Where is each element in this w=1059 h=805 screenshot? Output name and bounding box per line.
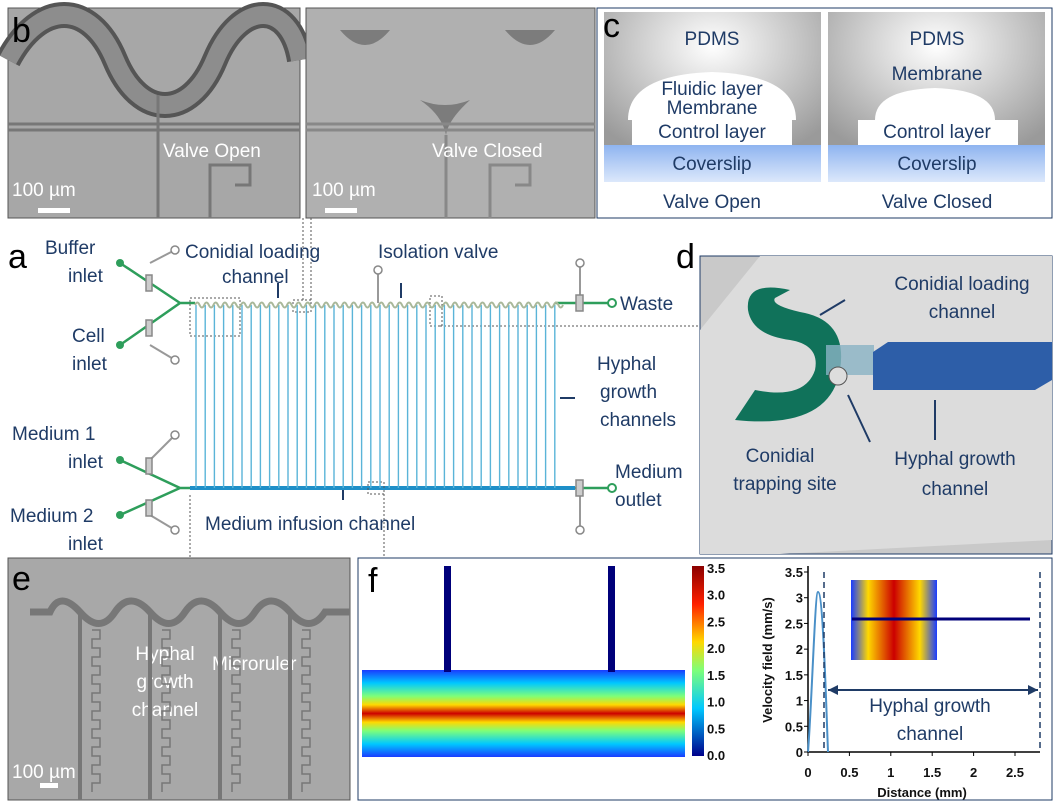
- colorbar: [692, 566, 704, 756]
- y-tick-label: 3.5: [785, 565, 803, 580]
- colorbar-tick-label: 2.5: [707, 614, 725, 629]
- colorbar-tick-label: 1.5: [707, 668, 725, 683]
- colorbar-tick-label: 0.0: [707, 748, 725, 763]
- x-tick-label: 1: [887, 765, 894, 780]
- colorbar-tick-label: 3.5: [707, 561, 725, 576]
- layer-label: PDMS: [685, 29, 740, 50]
- panel-e: e Hyphal growth channel Microruler 100 µ…: [8, 558, 350, 800]
- scale-bar: [38, 208, 70, 213]
- label: outlet: [615, 490, 662, 511]
- panel-label: e: [12, 560, 31, 598]
- layer-label: Membrane: [667, 98, 758, 119]
- caption: Valve Open: [163, 141, 261, 162]
- label: trapping site: [733, 474, 837, 495]
- label: Hyphal: [597, 354, 656, 375]
- label: Medium 2: [10, 506, 93, 527]
- panel-label: c: [603, 7, 620, 45]
- heatmap: [362, 670, 685, 757]
- scale-label: 100 µm: [312, 180, 376, 201]
- label: channels: [600, 410, 676, 431]
- inlet-lines: [120, 263, 612, 515]
- panel-label: a: [8, 238, 27, 276]
- label: inlet: [68, 266, 104, 287]
- caption: Valve Closed: [882, 192, 993, 213]
- y-tick-label: 1: [796, 694, 803, 709]
- annotation: channel: [897, 724, 964, 745]
- scale-label: 100 µm: [12, 180, 76, 201]
- panel-f: f Velocity field (mm/s) Distance (mm) Hy…: [358, 558, 1052, 800]
- label: Conidial loading: [185, 242, 320, 263]
- panel-d: d Conidial loading channel Conidial trap…: [676, 238, 1052, 554]
- label: inlet: [72, 354, 108, 375]
- y-tick-label: 2.5: [785, 616, 803, 631]
- y-tick-label: 0: [796, 745, 803, 760]
- panel-c: c PDMS Fluidic layer Membrane Control la…: [597, 7, 1052, 218]
- label: channel: [222, 267, 289, 288]
- y-tick-label: 0.5: [785, 719, 803, 734]
- colorbar-tick-label: 2.0: [707, 641, 725, 656]
- layer-label: Fluidic layer: [661, 79, 763, 100]
- label: Isolation valve: [378, 242, 498, 263]
- layer-label: Control layer: [883, 122, 991, 143]
- colorbar-tick-label: 3.0: [707, 588, 725, 603]
- colorbar-tick-label: 1.0: [707, 695, 725, 710]
- label: inlet: [68, 452, 104, 473]
- annotation: Hyphal growth: [869, 696, 990, 717]
- label: inlet: [68, 534, 104, 555]
- x-tick-label: 0.5: [840, 765, 858, 780]
- panel-label: d: [676, 238, 695, 276]
- y-tick-label: 2: [796, 642, 803, 657]
- y-axis-label: Velocity field (mm/s): [760, 597, 775, 723]
- label: channel: [929, 302, 996, 323]
- layer-label: PDMS: [910, 29, 965, 50]
- label: Medium 1: [12, 424, 95, 445]
- label: Medium: [615, 462, 683, 483]
- y-tick-label: 3: [796, 591, 803, 606]
- layer-label: Control layer: [658, 122, 766, 143]
- growth-channel: [873, 342, 1052, 390]
- x-tick-label: 2.5: [1006, 765, 1024, 780]
- label: Conidial loading: [894, 274, 1029, 295]
- caption: Valve Closed: [432, 141, 543, 162]
- layer-label: Coverslip: [897, 154, 976, 175]
- x-tick-label: 0: [804, 765, 811, 780]
- label: Hyphal: [135, 644, 194, 665]
- label: Cell: [72, 326, 105, 347]
- layer-label: Membrane: [892, 64, 983, 85]
- panel-label: b: [12, 12, 31, 50]
- label: Microruler: [212, 654, 297, 675]
- panel-a: a Buffer inlet Cell inlet Medium 1 inlet…: [8, 218, 700, 560]
- x-tick-label: 1.5: [923, 765, 941, 780]
- panel-label: f: [368, 562, 378, 600]
- caption: Valve Open: [663, 192, 761, 213]
- conidium: [829, 367, 847, 385]
- scale-bar: [40, 783, 58, 788]
- loading-channel: [195, 303, 563, 308]
- label: Buffer: [45, 238, 96, 259]
- scale-bar: [325, 208, 357, 213]
- x-tick-label: 2: [970, 765, 977, 780]
- label: Medium infusion channel: [205, 514, 415, 535]
- y-tick-label: 1.5: [785, 668, 803, 683]
- label: channel: [922, 479, 989, 500]
- label: Conidial: [746, 446, 815, 467]
- panel-b: b Valve Open 100 µm Valve Closed 100 µm: [8, 8, 595, 218]
- label: Waste: [620, 294, 673, 315]
- layer-label: Coverslip: [672, 154, 751, 175]
- side-channel: [444, 566, 451, 672]
- colorbar-tick-label: 0.5: [707, 721, 725, 736]
- side-channel: [608, 566, 615, 672]
- label: Hyphal growth: [894, 449, 1015, 470]
- x-axis-label: Distance (mm): [877, 785, 967, 800]
- figure: b Valve Open 100 µm Valve Closed 100 µm …: [0, 0, 1059, 805]
- scale-label: 100 µm: [12, 762, 76, 783]
- label: growth: [600, 382, 657, 403]
